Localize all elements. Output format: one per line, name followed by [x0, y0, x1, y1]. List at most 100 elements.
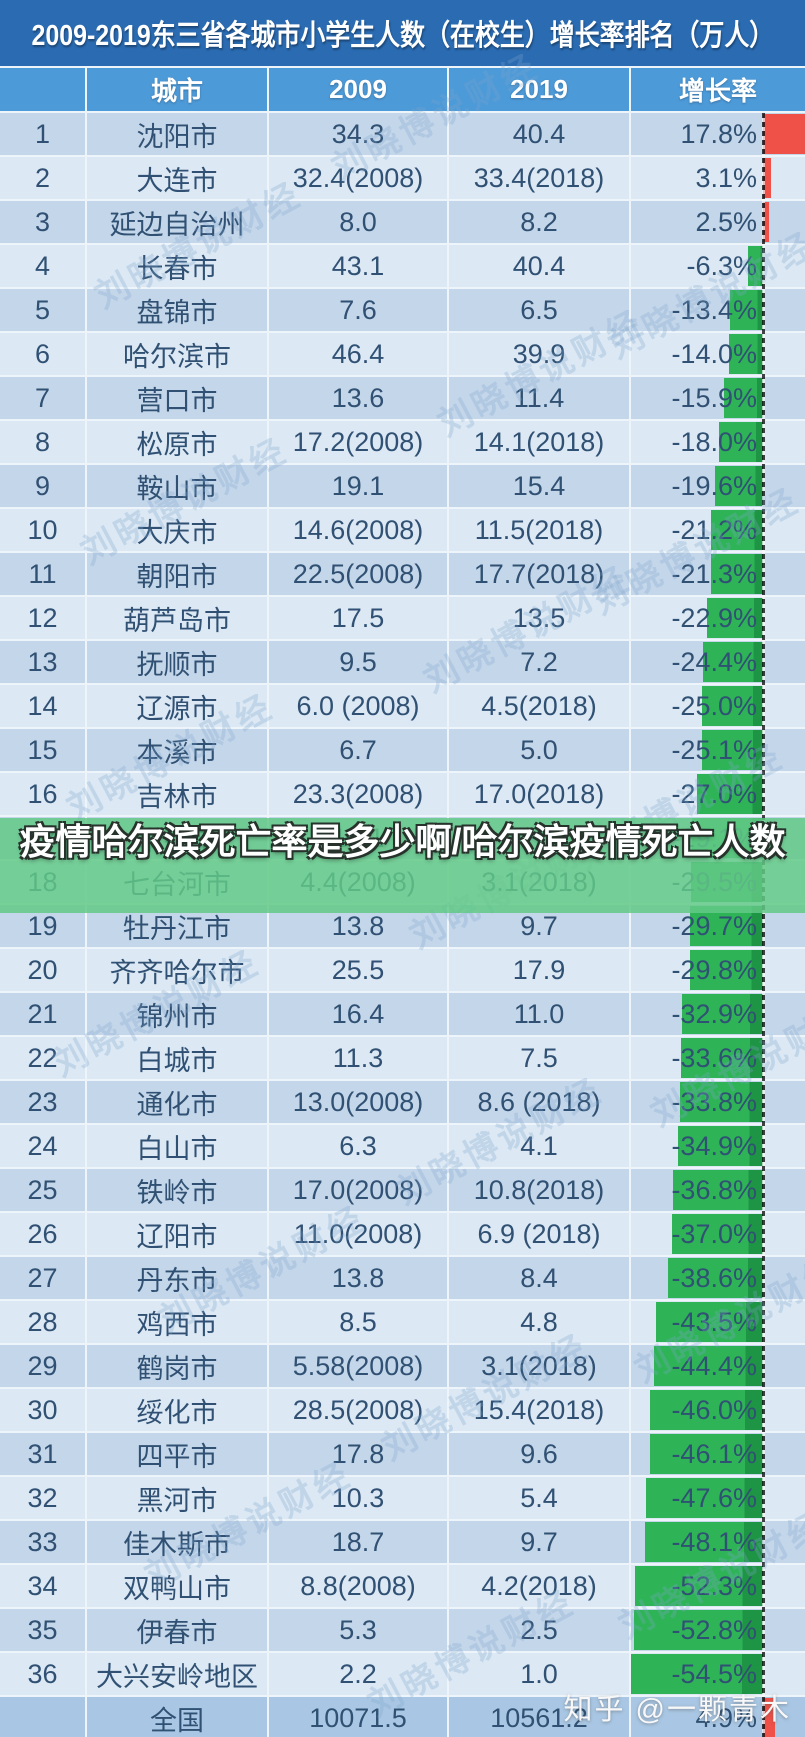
table-row: 16 吉林市 23.3(2008) 17.0(2018) -27.0%: [0, 773, 805, 815]
growth-cell: -46.0%: [631, 1389, 805, 1431]
header-row: 城市 2009 2019 增长率: [0, 68, 805, 111]
growth-bar: [634, 1566, 763, 1606]
growth-cell: -47.6%: [631, 1477, 805, 1519]
growth-cell: -29.8%: [631, 949, 805, 991]
city-cell: 吉林市: [87, 773, 267, 815]
growth-bar: [730, 290, 763, 330]
value-2019-cell: 8.2: [449, 201, 629, 243]
growth-bar: [724, 378, 763, 418]
growth-bar: [711, 510, 763, 550]
overlay-banner-text: 疫情哈尔滨死亡率是多少啊/哈尔滨疫情死亡人数: [19, 821, 786, 862]
growth-value: -29.8%: [671, 954, 757, 985]
table-row: 25 铁岭市 17.0(2008) 10.8(2018) -36.8%: [0, 1169, 805, 1211]
rank-cell: 23: [0, 1081, 85, 1123]
value-2009-cell: 32.4(2008): [269, 157, 447, 199]
growth-value: -6.3%: [686, 250, 757, 281]
column-header-city: 城市: [87, 68, 267, 111]
growth-cell: -37.0%: [631, 1213, 805, 1255]
growth-bar: [763, 202, 770, 242]
table-row: 6 哈尔滨市 46.4 39.9 -14.0%: [0, 333, 805, 375]
city-cell: 盘锦市: [87, 289, 267, 331]
rank-cell: 8: [0, 421, 85, 463]
rank-cell: 34: [0, 1565, 85, 1607]
value-2019-cell: 9.6: [449, 1433, 629, 1475]
rank-cell: 24: [0, 1125, 85, 1167]
rank-cell: 29: [0, 1345, 85, 1387]
growth-cell: -48.1%: [631, 1521, 805, 1563]
value-2009-cell: 11.0(2008): [269, 1213, 447, 1255]
city-cell: 锦州市: [87, 993, 267, 1035]
growth-value: -43.5%: [671, 1306, 757, 1337]
table-row: 15 本溪市 6.7 5.0 -25.1%: [0, 729, 805, 771]
value-2009-cell: 8.8(2008): [269, 1565, 447, 1607]
growth-value: -18.0%: [671, 426, 757, 457]
rank-cell: 12: [0, 597, 85, 639]
growth-bar: [682, 994, 763, 1034]
value-2009-cell: 5.58(2008): [269, 1345, 447, 1387]
table-row: 26 辽阳市 11.0(2008) 6.9 (2018) -37.0%: [0, 1213, 805, 1255]
table-row: 29 鹤岗市 5.58(2008) 3.1(2018) -44.4%: [0, 1345, 805, 1387]
value-2019-cell: 15.4: [449, 465, 629, 507]
value-2009-cell: 8.5: [269, 1301, 447, 1343]
value-2009-cell: 7.6: [269, 289, 447, 331]
growth-cell: -21.3%: [631, 553, 805, 595]
rank-cell: 10: [0, 509, 85, 551]
value-2009-cell: 6.3: [269, 1125, 447, 1167]
rank-cell: 11: [0, 553, 85, 595]
growth-value: -25.1%: [671, 734, 757, 765]
growth-cell: -44.4%: [631, 1345, 805, 1387]
rank-cell: 20: [0, 949, 85, 991]
value-2009-cell: 17.8: [269, 1433, 447, 1475]
city-cell: 伊春市: [87, 1609, 267, 1651]
growth-value: -48.1%: [671, 1526, 757, 1557]
value-2009-cell: 5.3: [269, 1609, 447, 1651]
city-cell: 长春市: [87, 245, 267, 287]
value-2009-cell: 11.3: [269, 1037, 447, 1079]
city-cell: 葫芦岛市: [87, 597, 267, 639]
table-row: 31 四平市 17.8 9.6 -46.1%: [0, 1433, 805, 1475]
value-2019-cell: 11.5(2018): [449, 509, 629, 551]
rank-cell: 15: [0, 729, 85, 771]
table-row: 1 沈阳市 34.3 40.4 17.8%: [0, 113, 805, 155]
table-row: 12 葫芦岛市 17.5 13.5 -22.9%: [0, 597, 805, 639]
city-cell: 丹东市: [87, 1257, 267, 1299]
growth-value: -15.9%: [671, 382, 757, 413]
rank-cell: 16: [0, 773, 85, 815]
value-2019-cell: 10561.2: [449, 1697, 629, 1737]
value-2019-cell: 9.7: [449, 1521, 629, 1563]
city-cell: 白山市: [87, 1125, 267, 1167]
overlay-banner: 疫情哈尔滨死亡率是多少啊/哈尔滨疫情死亡人数: [0, 818, 805, 913]
city-cell: 全国: [87, 1697, 267, 1737]
table-row: 10 大庆市 14.6(2008) 11.5(2018) -21.2%: [0, 509, 805, 551]
table-row: 全国 10071.5 10561.2 4.9%: [0, 1697, 805, 1737]
growth-value: -44.4%: [671, 1350, 757, 1381]
value-2019-cell: 6.5: [449, 289, 629, 331]
value-2009-cell: 10071.5: [269, 1697, 447, 1737]
value-2009-cell: 13.6: [269, 377, 447, 419]
growth-bar: [703, 642, 763, 682]
growth-cell: -14.0%: [631, 333, 805, 375]
value-2019-cell: 39.9: [449, 333, 629, 375]
value-2019-cell: 4.5(2018): [449, 685, 629, 727]
city-cell: 大连市: [87, 157, 267, 199]
growth-value: 3.1%: [695, 162, 757, 193]
column-header-growth: 增长率: [631, 68, 805, 111]
city-cell: 鹤岗市: [87, 1345, 267, 1387]
growth-value: 4.9%: [695, 1702, 757, 1733]
rank-cell: 32: [0, 1477, 85, 1519]
city-cell: 松原市: [87, 421, 267, 463]
growth-bar: [710, 554, 763, 594]
rank-cell: 7: [0, 377, 85, 419]
value-2019-cell: 40.4: [449, 245, 629, 287]
value-2009-cell: 8.0: [269, 201, 447, 243]
value-2019-cell: 4.2(2018): [449, 1565, 629, 1607]
growth-cell: -21.2%: [631, 509, 805, 551]
growth-cell: 3.1%: [631, 157, 805, 199]
city-cell: 绥化市: [87, 1389, 267, 1431]
rank-cell: 2: [0, 157, 85, 199]
value-2019-cell: 8.6 (2018): [449, 1081, 629, 1123]
table-row: 27 丹东市 13.8 8.4 -38.6%: [0, 1257, 805, 1299]
growth-bar: [668, 1258, 763, 1298]
